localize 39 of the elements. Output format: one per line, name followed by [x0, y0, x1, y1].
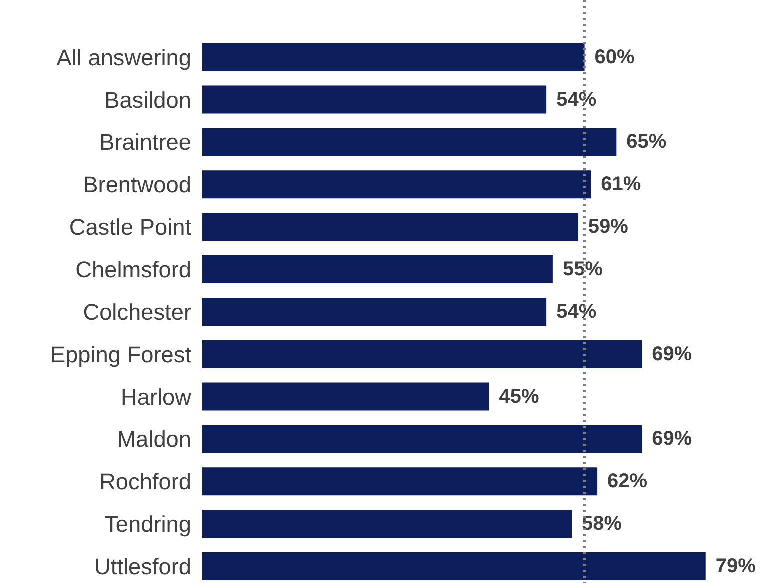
y-tick-label: Epping Forest	[50, 341, 192, 368]
data-label: 61%	[601, 174, 642, 196]
data-label: 45%	[499, 386, 540, 408]
bar	[202, 425, 642, 454]
y-tick-label: Tendring	[104, 511, 192, 538]
y-tick-label: Harlow	[121, 384, 192, 410]
y-tick-label: Brentwood	[83, 172, 192, 198]
y-tick-label: Uttlesford	[94, 554, 192, 580]
y-tick-label: Braintree	[100, 129, 192, 156]
data-label: 60%	[594, 46, 636, 68]
data-label: 58%	[582, 513, 622, 536]
y-tick-label: Maldon	[117, 426, 192, 452]
bar	[202, 256, 553, 284]
bar	[202, 213, 578, 242]
y-tick-label: Chelmsford	[76, 256, 192, 283]
bar	[202, 43, 585, 72]
data-label: 54%	[556, 300, 597, 323]
data-label: 62%	[608, 470, 648, 493]
bar	[202, 382, 490, 411]
data-label: 55%	[562, 258, 604, 281]
data-label: 69%	[652, 343, 692, 366]
bar	[202, 86, 547, 114]
y-tick-label: Castle Point	[69, 214, 192, 240]
data-label: 69%	[652, 428, 692, 450]
y-tick-label: Basildon	[104, 86, 192, 113]
y-tick-label: All answering	[56, 44, 192, 70]
data-label: 79%	[716, 556, 756, 578]
bar	[202, 468, 598, 496]
bar	[202, 128, 617, 156]
data-label: 54%	[556, 88, 597, 111]
y-tick-label: Rochford	[100, 468, 192, 495]
bar	[202, 170, 592, 199]
bar	[202, 298, 547, 326]
bar	[202, 510, 572, 538]
bar	[202, 340, 642, 368]
bar	[202, 552, 706, 581]
y-tick-label: Colchester	[83, 298, 192, 325]
data-label: 59%	[588, 216, 629, 238]
data-label: 65%	[626, 131, 667, 154]
